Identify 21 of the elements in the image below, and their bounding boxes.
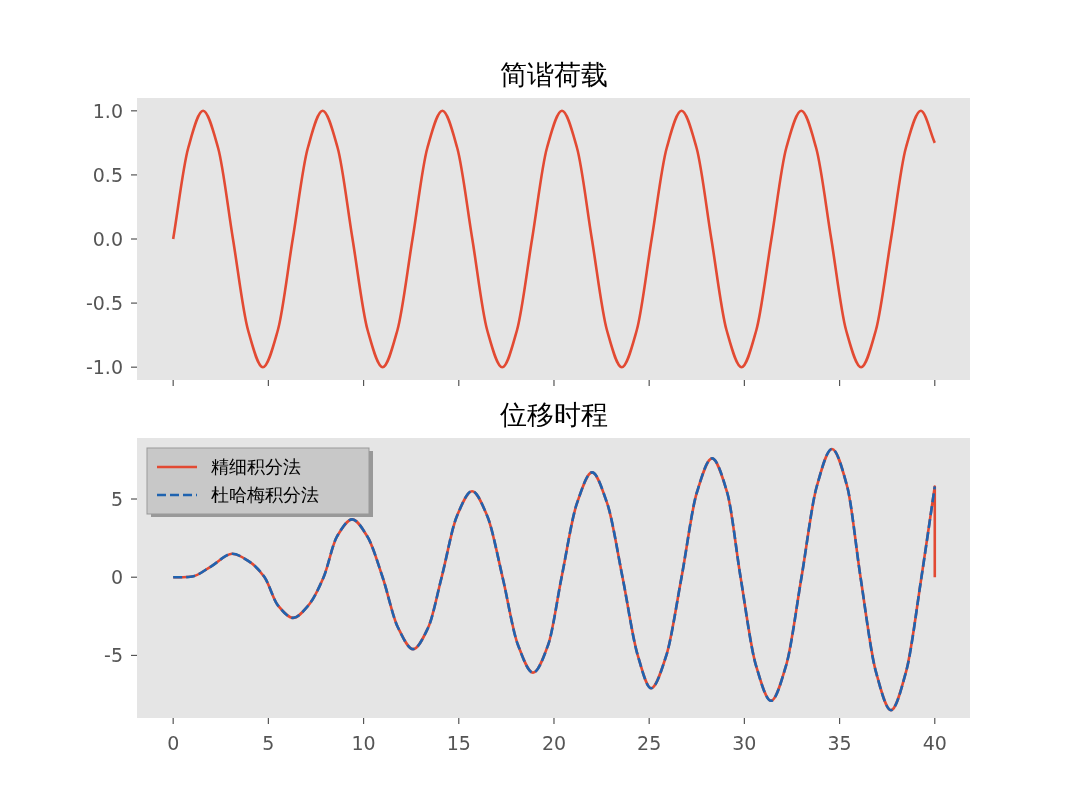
x-tick-label: 20 bbox=[541, 732, 567, 754]
x-tick-label: 5 bbox=[262, 732, 275, 754]
x-tick-label: 35 bbox=[827, 732, 852, 754]
y-tick-label: -0.5 bbox=[85, 292, 123, 315]
legend-label: 精细积分法 bbox=[211, 456, 301, 477]
legend-label: 杜哈梅积分法 bbox=[211, 484, 319, 505]
y-tick-label: -1.0 bbox=[85, 356, 123, 379]
y-tick-label: 0.0 bbox=[92, 228, 123, 250]
x-tick-label: 25 bbox=[637, 732, 662, 754]
x-tick-label: 15 bbox=[446, 732, 471, 754]
x-tick-label: 0 bbox=[167, 732, 180, 754]
x-tick-label: 10 bbox=[351, 732, 376, 754]
y-tick-label: 1.0 bbox=[92, 99, 123, 122]
y-tick-label: 0.5 bbox=[92, 163, 123, 186]
x-tick-label: 30 bbox=[732, 732, 757, 754]
y-tick-label: 0 bbox=[110, 566, 123, 589]
chart-title: 位移时程 bbox=[499, 399, 608, 430]
y-tick-label: -5 bbox=[104, 644, 123, 667]
chart-title: 简谐荷载 bbox=[499, 59, 608, 90]
x-tick-label: 40 bbox=[922, 732, 947, 754]
y-tick-label: 5 bbox=[110, 488, 123, 511]
